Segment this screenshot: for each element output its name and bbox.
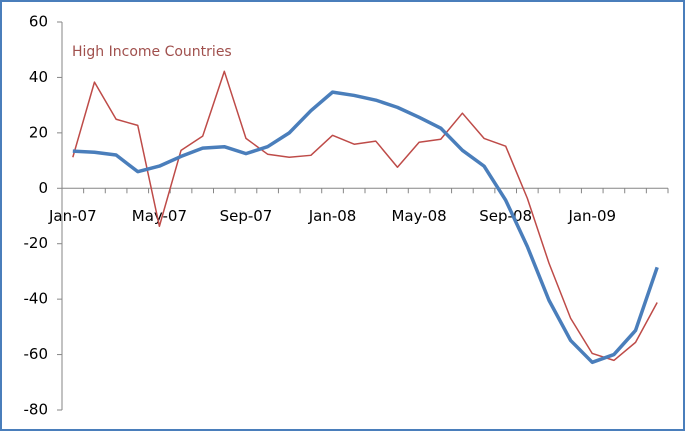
y-tick-label: -40: [24, 290, 49, 308]
x-tick-label: May-07: [132, 207, 187, 225]
x-tick-label: Sep-08: [479, 207, 532, 225]
series-line: [72, 70, 658, 362]
y-tick-label: 20: [29, 123, 48, 141]
y-tick-label: 0: [38, 179, 48, 197]
y-tick-label: -80: [24, 401, 49, 419]
x-tick-label: Jan-08: [308, 207, 357, 225]
y-tick-label: -20: [24, 234, 49, 252]
x-tick-label: Jan-09: [567, 207, 616, 225]
y-tick-label: 60: [29, 13, 48, 31]
x-tick-label: Sep-07: [220, 207, 273, 225]
x-tick-label: Jan-07: [48, 207, 97, 225]
y-tick-label: -60: [24, 345, 49, 363]
series-annotation: High Income Countries: [72, 44, 232, 60]
series-line: [72, 90, 659, 365]
x-tick-label: May-08: [391, 207, 446, 225]
y-tick-label: 40: [29, 68, 48, 86]
